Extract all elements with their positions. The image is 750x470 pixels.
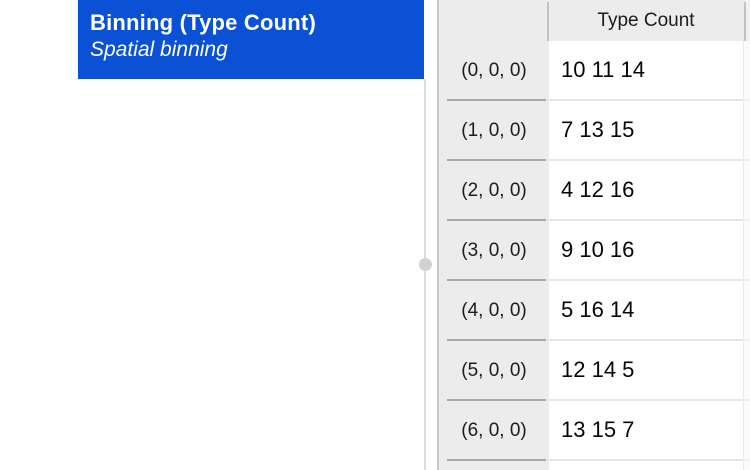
header-divider-left [547, 2, 549, 41]
row-value-cell[interactable]: 7 13 15 [549, 101, 743, 161]
row-value-cell[interactable]: 9 10 16 [549, 221, 743, 281]
row-index-cell[interactable] [439, 461, 549, 470]
row-value-cell[interactable]: 13 15 7 [549, 401, 743, 461]
table-row: (6, 0, 0) 13 15 7 [439, 401, 750, 461]
header-scrollbar-corner [746, 0, 750, 41]
scrollbar-gutter [743, 101, 750, 161]
header-divider-right [744, 2, 746, 41]
splitter-handle-icon[interactable] [419, 258, 432, 271]
table-row: (0, 0, 0) 10 11 14 [439, 41, 750, 101]
layer-subtitle: Spatial binning [90, 38, 228, 61]
row-value-cell[interactable]: 5 16 14 [549, 281, 743, 341]
layer-list-item-binning[interactable]: Binning (Type Count) Spatial binning [78, 0, 424, 79]
table-row: (1, 0, 0) 7 13 15 [439, 101, 750, 161]
scrollbar-gutter [743, 221, 750, 281]
row-value-cell[interactable]: 4 12 16 [549, 161, 743, 221]
table-row: (5, 0, 0) 12 14 5 [439, 341, 750, 401]
scrollbar-gutter [743, 401, 750, 461]
features-table: Type Count (0, 0, 0) 10 11 14 (1, 0, 0) … [437, 0, 750, 470]
row-index-cell[interactable]: (6, 0, 0) [439, 401, 549, 461]
table-row [439, 461, 750, 470]
row-value-cell[interactable]: 12 14 5 [549, 341, 743, 401]
row-index-cell[interactable]: (2, 0, 0) [439, 161, 549, 221]
scrollbar-gutter [743, 161, 750, 221]
row-value-cell[interactable] [549, 461, 743, 470]
scrollbar-gutter [743, 461, 750, 470]
column-header-type-count[interactable]: Type Count [597, 10, 695, 31]
pane-divider [424, 79, 426, 470]
scrollbar-gutter [743, 41, 750, 101]
table-body: (0, 0, 0) 10 11 14 (1, 0, 0) 7 13 15 (2,… [439, 41, 750, 470]
row-index-cell[interactable]: (1, 0, 0) [439, 101, 549, 161]
table-header-row: Type Count [439, 0, 750, 41]
scrollbar-gutter [743, 341, 750, 401]
row-index-cell[interactable]: (3, 0, 0) [439, 221, 549, 281]
table-row: (3, 0, 0) 9 10 16 [439, 221, 750, 281]
index-column-background [439, 0, 549, 470]
table-row: (2, 0, 0) 4 12 16 [439, 161, 750, 221]
row-index-cell[interactable]: (4, 0, 0) [439, 281, 549, 341]
row-index-cell[interactable]: (5, 0, 0) [439, 341, 549, 401]
layer-title: Binning (Type Count) [90, 10, 316, 35]
row-index-cell[interactable]: (0, 0, 0) [439, 41, 549, 101]
row-value-cell[interactable]: 10 11 14 [549, 41, 743, 101]
scrollbar-gutter [743, 281, 750, 341]
table-row: (4, 0, 0) 5 16 14 [439, 281, 750, 341]
